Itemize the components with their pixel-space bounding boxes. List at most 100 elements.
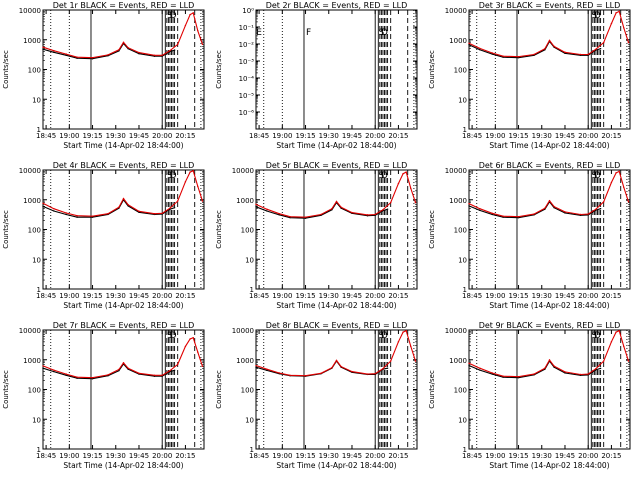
- x-tick-label: 20:15: [175, 132, 195, 140]
- x-tick-label: 18:45: [462, 132, 482, 140]
- lld-data-point: [602, 201, 605, 203]
- x-tick-label: 20:15: [388, 452, 408, 460]
- y-tick-label: 1000: [23, 37, 41, 45]
- x-tick-label: 20:15: [601, 132, 621, 140]
- lld-data-point: [53, 369, 55, 371]
- lld-data-point: [374, 372, 376, 375]
- x-tick-label: 19:45: [555, 452, 575, 460]
- lld-data-point: [127, 204, 129, 206]
- y-tick-label: 100: [241, 387, 254, 395]
- y-tick-label: 1000: [449, 37, 467, 45]
- x-axis-label: Start Time (14-Apr-02 18:44:00): [489, 461, 609, 470]
- y-tick-label: 1000: [23, 357, 41, 365]
- x-tick-label: 20:00: [152, 452, 172, 460]
- x-axis-label: Start Time (14-Apr-02 18:44:00): [489, 301, 609, 310]
- lld-data-point: [595, 368, 597, 370]
- x-axis-label: Start Time (14-Apr-02 18:44:00): [63, 141, 183, 150]
- events-data-point: [491, 213, 493, 216]
- plot-frame: [42, 169, 205, 290]
- events-data-point: [53, 51, 55, 53]
- y-axis-label: Counts/sec: [428, 210, 436, 249]
- y-tick-label: 10⁻⁴: [239, 75, 255, 83]
- lld-data-point: [564, 371, 566, 373]
- lld-data-point: [618, 10, 620, 13]
- x-tick-label: 20:15: [388, 132, 408, 140]
- y-tick-label: 10: [32, 256, 41, 264]
- x-tick-label: 19:15: [82, 452, 102, 460]
- lld-data-point: [517, 55, 520, 58]
- x-tick-label: 19:30: [532, 132, 552, 140]
- y-tick-label: 100: [454, 67, 467, 75]
- y-tick-label: 10: [458, 96, 467, 104]
- lld-data-point: [587, 373, 589, 375]
- x-tick-label: 19:15: [508, 132, 528, 140]
- lld-data-point: [176, 200, 179, 202]
- x-tick-label: 19:30: [106, 452, 126, 460]
- detector-panel: Det 6r BLACK = Events, RED = LLD 1 10 100 10…: [428, 161, 631, 310]
- plot-frame: [255, 329, 418, 450]
- lld-data-point: [65, 212, 67, 214]
- y-tick-label: 10⁻⁵: [239, 92, 255, 100]
- lld-data-point: [410, 187, 412, 190]
- lld-data-point: [340, 365, 342, 368]
- lld-data-point: [544, 367, 546, 369]
- x-tick-label: 19:00: [272, 292, 292, 300]
- lld-data-point: [405, 329, 407, 332]
- lld-data-point: [320, 372, 322, 375]
- annotation-label: D: [170, 331, 177, 341]
- lld-data-point: [479, 208, 481, 210]
- events-data-point: [564, 212, 566, 214]
- x-tick-label: 18:45: [462, 292, 482, 300]
- events-data-point: [91, 216, 94, 218]
- x-tick-label: 19:15: [295, 292, 315, 300]
- lld-data-point: [623, 345, 625, 348]
- lld-data-point: [610, 181, 613, 184]
- lld-data-point: [138, 51, 140, 54]
- lld-data-point: [189, 171, 191, 173]
- lld-data-point: [468, 362, 470, 364]
- plot-frame: [468, 169, 631, 290]
- x-tick-label: 19:00: [272, 452, 292, 460]
- x-tick-label: 20:00: [578, 452, 598, 460]
- lld-data-point: [564, 211, 566, 213]
- lld-data-point: [76, 215, 78, 217]
- annotation-label: D: [170, 11, 177, 21]
- lld-data-point: [502, 55, 504, 57]
- lld-data-point: [627, 41, 630, 44]
- y-tick-label: 10000: [445, 167, 467, 175]
- lld-data-point: [42, 202, 44, 204]
- x-tick-label: 18:45: [249, 292, 269, 300]
- x-tick-label: 19:15: [508, 292, 528, 300]
- detector-panel: Det 8r BLACK = Events, RED = LLD 1 10 100 10…: [215, 321, 418, 470]
- x-tick-label: 19:30: [106, 132, 126, 140]
- plot-frame: [468, 9, 631, 130]
- events-data-point: [502, 376, 504, 378]
- events-data-point: [76, 216, 78, 218]
- lld-data-point: [161, 374, 163, 377]
- lld-data-point: [122, 41, 125, 44]
- events-data-point: [599, 208, 602, 210]
- lld-data-point: [587, 213, 589, 215]
- lld-data-point: [548, 39, 551, 42]
- lld-data-point: [161, 54, 163, 57]
- events-data-point: [289, 216, 291, 219]
- x-tick-label: 20:15: [175, 452, 195, 460]
- y-tick-label: 100: [28, 387, 41, 395]
- x-axis-label: Start Time (14-Apr-02 18:44:00): [489, 141, 609, 150]
- panel-title: Det 7r BLACK = Events, RED = LLD: [53, 321, 195, 330]
- events-data-point: [173, 49, 176, 51]
- x-tick-label: 20:00: [152, 132, 172, 140]
- events-data-point: [304, 217, 307, 219]
- lld-data-point: [176, 43, 179, 46]
- x-tick-label: 19:30: [319, 452, 339, 460]
- x-tick-label: 19:45: [129, 452, 149, 460]
- events-data-point: [42, 48, 44, 50]
- y-tick-label: 10⁻¹: [239, 24, 255, 32]
- x-tick-label: 18:45: [249, 452, 269, 460]
- lld-data-point: [107, 212, 109, 215]
- lld-data-point: [192, 12, 194, 14]
- lld-data-point: [615, 172, 617, 174]
- lld-data-point: [618, 329, 620, 332]
- lld-data-point: [491, 372, 493, 374]
- events-data-point: [517, 56, 520, 59]
